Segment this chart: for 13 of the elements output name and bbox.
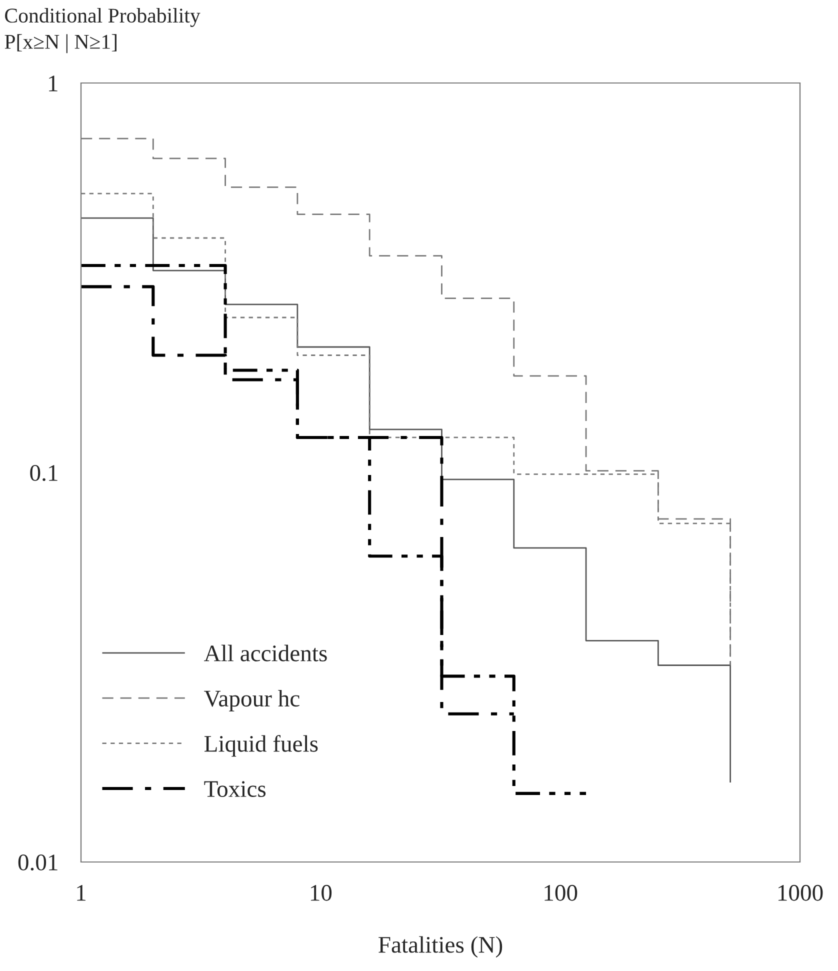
y-tick-label: 0.01 (18, 854, 58, 871)
x-tick-label: 10 (310, 884, 332, 901)
y-tick-label: 0.1 (30, 464, 58, 482)
x-tick-label: 1000 (778, 884, 823, 901)
x-axis-title: Fatalities (N) (378, 936, 502, 958)
y-axis-title: Conditional Probability P[x≥N | N≥1] (4, 8, 200, 54)
x-tick-label: 100 (544, 884, 578, 901)
legend-label: All accidents (204, 644, 327, 662)
legend-label: Vapour hc (204, 690, 300, 712)
legend-label: Liquid fuels (204, 734, 318, 757)
x-tick-label: 1 (77, 885, 86, 901)
y-tick-label: 1 (49, 76, 58, 92)
legend-label: Toxics (204, 781, 266, 798)
